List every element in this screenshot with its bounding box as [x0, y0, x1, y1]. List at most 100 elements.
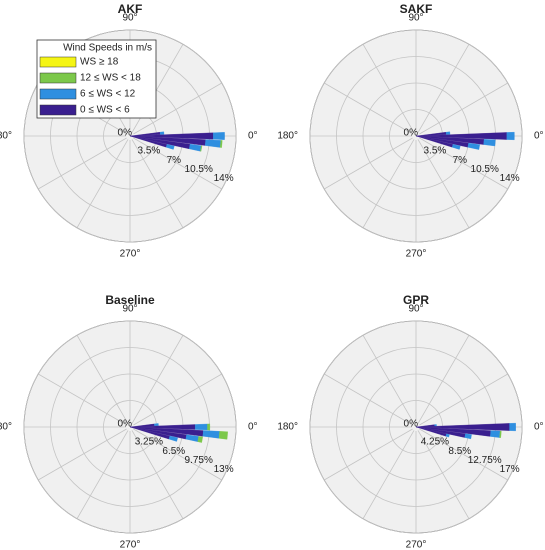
angular-grid — [133, 137, 222, 190]
radial-tick-label: 9.75% — [185, 455, 213, 466]
wind-bar — [154, 423, 159, 426]
wind-bar — [434, 424, 437, 427]
angular-grid — [131, 335, 184, 424]
angle-tick-label: 0° — [534, 422, 544, 433]
radial-tick-label: 3.25% — [135, 437, 163, 448]
wind-bar — [464, 433, 472, 440]
legend-swatch — [39, 88, 77, 100]
wind-bar — [219, 140, 223, 148]
wind-bar — [467, 142, 480, 150]
angle-tick-label: 0° — [248, 131, 258, 142]
legend-title: Wind Speeds in m/s — [63, 43, 152, 54]
wind-bar — [207, 423, 211, 431]
radial-tick-label: 6.5% — [162, 446, 185, 457]
angular-grid — [362, 430, 415, 519]
polar-chart: 90° 180° 270° 0° 0%3.25%6.5%9.75%13% Baseline — [0, 293, 258, 550]
angular-grid — [131, 430, 184, 519]
angular-grid — [131, 139, 184, 228]
radial-tick-label: 0% — [118, 128, 133, 139]
legend-label: 12 ≤ WS < 18 — [80, 73, 141, 84]
angular-grid — [417, 335, 470, 424]
wind-bar — [159, 131, 165, 135]
wind-bar — [506, 131, 515, 141]
wind-bar — [499, 430, 502, 438]
radial-tick-label: 10.5% — [185, 164, 213, 175]
angular-grid — [419, 82, 508, 135]
angle-tick-label: 90° — [408, 13, 423, 24]
radial-tick-label: 14% — [500, 173, 520, 184]
angular-grid — [417, 430, 470, 519]
radial-tick-label: 10.5% — [471, 164, 499, 175]
angle-tick-label: 90° — [122, 304, 137, 315]
chart-title: SAKF — [400, 2, 433, 16]
wind-bar — [451, 144, 461, 150]
angular-grid — [133, 428, 222, 481]
angle-tick-label: 90° — [122, 13, 137, 24]
angular-grid — [38, 428, 127, 481]
wind-bar — [509, 422, 516, 432]
radial-tick-label: 7% — [167, 155, 182, 166]
wind-bar — [490, 430, 501, 438]
radial-tick-label: 8.5% — [448, 446, 471, 457]
angle-tick-label: 180° — [0, 131, 12, 142]
angle-tick-label: 270° — [120, 540, 141, 550]
radial-tick-label: 14% — [214, 173, 234, 184]
legend-label: WS ≥ 18 — [80, 57, 119, 68]
wind-bar — [445, 131, 451, 135]
wind-bar — [213, 132, 225, 140]
polar-chart: 90° 180° 270° 0° 0% 3.5% 7%10.5%14% AKF Wind Spe… — [0, 2, 258, 259]
angular-grid — [324, 137, 413, 190]
angular-grid — [76, 335, 129, 424]
radial-tick-label: 7% — [453, 155, 468, 166]
wind-bar — [168, 435, 178, 442]
wind-bar — [197, 436, 203, 443]
wind-bar — [195, 423, 208, 431]
angular-grid — [324, 82, 413, 135]
angle-tick-label: 0° — [534, 131, 544, 142]
legend-swatch — [39, 72, 77, 84]
angle-tick-label: 270° — [406, 249, 427, 260]
legend-label: 6 ≤ WS < 12 — [80, 89, 136, 100]
radial-tick-label: 12.75% — [468, 455, 502, 466]
radial-tick-label: 4.25% — [421, 437, 449, 448]
polar-chart: 90° 180° 270° 0° 0% 3.5% 7%10.5%14% SAKF — [277, 2, 543, 259]
angular-grid — [324, 373, 413, 426]
angular-grid — [324, 428, 413, 481]
angle-tick-label: 270° — [406, 540, 427, 550]
angular-grid — [38, 137, 127, 190]
angle-tick-label: 0° — [248, 422, 258, 433]
angular-grid — [133, 82, 222, 135]
angular-grid — [76, 139, 129, 228]
legend-swatch — [39, 56, 77, 68]
legend-swatch — [39, 104, 77, 116]
wind-bar — [165, 144, 175, 150]
radial-tick-label: 13% — [214, 464, 234, 475]
wind-bar — [483, 139, 496, 147]
angle-tick-label: 270° — [120, 249, 141, 260]
chart-title: GPR — [403, 293, 429, 307]
angular-grid — [76, 430, 129, 519]
wind-bar — [218, 431, 228, 440]
radial-tick-label: 0% — [118, 419, 133, 430]
chart-title: Baseline — [105, 293, 155, 307]
angular-grid — [133, 373, 222, 426]
angular-grid — [38, 373, 127, 426]
polar-chart: 90° 180° 270° 0° 0%4.25%8.5%12.75%17% GPR — [277, 293, 543, 550]
legend-label: 0 ≤ WS < 6 — [80, 105, 130, 116]
angular-grid — [419, 428, 508, 481]
radial-tick-label: 3.5% — [138, 146, 161, 157]
chart-title: AKF — [118, 2, 143, 16]
angular-grid — [419, 137, 508, 190]
radial-tick-label: 3.5% — [424, 146, 447, 157]
angle-tick-label: 180° — [0, 422, 12, 433]
angular-grid — [417, 139, 470, 228]
angular-grid — [417, 44, 470, 133]
radial-tick-label: 0% — [404, 419, 419, 430]
wind-bar — [200, 145, 203, 152]
angular-grid — [362, 44, 415, 133]
angular-grid — [419, 373, 508, 426]
angular-grid — [362, 335, 415, 424]
wind-bar — [445, 433, 450, 438]
angle-tick-label: 90° — [408, 304, 423, 315]
